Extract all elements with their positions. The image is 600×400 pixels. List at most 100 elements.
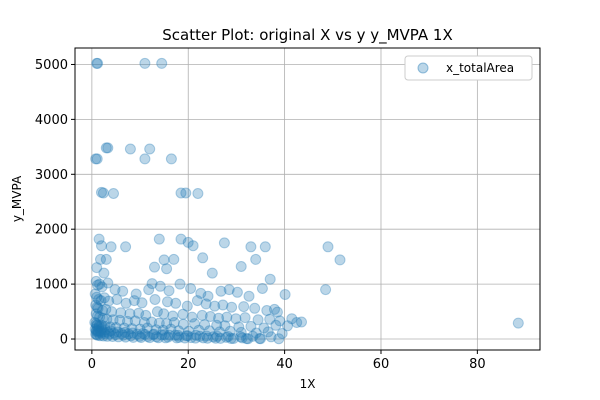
scatter-point xyxy=(269,303,280,315)
scatter-point xyxy=(90,325,102,337)
scatter-point xyxy=(286,313,298,325)
legend-label: x_totalArea xyxy=(446,61,514,75)
scatter-point xyxy=(215,285,227,297)
scatter-point xyxy=(112,326,124,338)
scatter-point xyxy=(168,317,180,328)
scatter-point xyxy=(214,326,226,338)
scatter-point xyxy=(195,287,207,299)
scatter-point xyxy=(92,57,104,69)
scatter-point xyxy=(92,279,104,291)
scatter-point xyxy=(117,329,129,341)
scatter-point xyxy=(100,253,112,265)
scatter-point xyxy=(182,330,194,342)
scatter-point xyxy=(217,299,229,311)
scatter-point xyxy=(92,302,104,314)
scatter-point xyxy=(129,315,141,327)
scatter-point xyxy=(103,295,115,307)
scatter-point xyxy=(91,262,103,274)
scatter-point xyxy=(209,300,221,312)
scatter-point xyxy=(139,57,151,69)
scatter-point xyxy=(89,288,101,300)
scatter-point xyxy=(182,236,194,248)
scatter-point xyxy=(156,329,168,341)
scatter-point xyxy=(98,328,110,339)
scatter-point xyxy=(200,298,212,310)
scatter-point xyxy=(139,153,151,165)
scatter-point xyxy=(167,310,179,322)
scatter-point xyxy=(144,332,156,344)
scatter-point xyxy=(90,275,102,287)
scatter-point xyxy=(93,320,105,332)
chart-title: Scatter Plot: original X vs y y_MVPA 1X xyxy=(162,26,452,45)
scatter-point xyxy=(173,331,185,343)
scatter-point xyxy=(194,330,206,342)
scatter-point xyxy=(160,332,172,344)
scatter-point xyxy=(173,325,185,337)
scatter-point xyxy=(98,326,110,338)
scatter-point xyxy=(101,313,113,325)
scatter-point xyxy=(270,319,282,331)
scatter-point xyxy=(183,325,195,337)
y-axis-label: y_MVPA xyxy=(10,175,24,222)
scatter-point xyxy=(144,143,156,155)
scatter-point xyxy=(334,254,346,266)
scatter-point xyxy=(94,311,106,323)
scatter-point xyxy=(211,319,223,331)
scatter-point xyxy=(274,315,286,327)
scatter-point xyxy=(154,280,166,292)
scatter-point xyxy=(185,332,197,344)
scatter-point xyxy=(120,297,132,309)
scatter-point xyxy=(148,328,160,340)
scatter-point xyxy=(90,153,102,165)
scatter-point xyxy=(140,309,152,321)
scatter-point xyxy=(119,326,131,338)
scatter-point xyxy=(92,326,104,338)
scatter-point xyxy=(282,320,293,332)
scatter-point xyxy=(134,330,146,342)
scatter-point xyxy=(120,331,132,343)
scatter-point xyxy=(242,333,254,345)
scatter-point xyxy=(146,316,158,328)
scatter-point xyxy=(96,240,107,252)
scatter-point xyxy=(96,186,107,198)
scatter-point xyxy=(89,323,101,335)
scatter-point xyxy=(91,291,103,303)
scatter-point xyxy=(199,319,211,331)
scatter-point xyxy=(112,331,124,343)
scatter-point xyxy=(105,325,117,337)
scatter-point xyxy=(134,323,146,335)
scatter-point xyxy=(122,315,133,327)
scatter-point xyxy=(156,57,168,69)
scatter-point xyxy=(250,327,262,339)
scatter-point xyxy=(110,329,121,341)
scatter-point xyxy=(250,253,262,265)
scatter-point xyxy=(111,294,123,305)
scatter-point xyxy=(230,313,242,325)
scatter-point xyxy=(91,324,103,336)
scatter-point xyxy=(225,333,237,344)
scatter-point xyxy=(193,324,205,336)
scatter-point xyxy=(100,142,112,154)
scatter-point xyxy=(175,187,187,199)
scatter-point xyxy=(261,305,273,316)
scatter-point xyxy=(97,305,108,316)
scatter-point xyxy=(141,322,153,334)
scatter-point xyxy=(264,313,276,325)
scatter-point xyxy=(179,332,191,344)
scatter-point xyxy=(192,188,204,199)
scatter-point xyxy=(127,327,139,339)
scatter-point xyxy=(256,283,268,294)
scatter-point xyxy=(276,328,288,339)
scatter-point xyxy=(90,328,102,340)
scatter-point xyxy=(94,330,106,342)
scatter-point xyxy=(186,311,198,323)
scatter-point xyxy=(264,273,276,285)
scatter-point xyxy=(252,314,264,326)
scatter-point xyxy=(108,327,120,339)
scatter-point xyxy=(135,332,147,343)
scatter-point xyxy=(96,323,107,335)
scatter-point xyxy=(102,142,114,154)
scatter-point xyxy=(190,329,202,341)
scatter-point xyxy=(99,320,111,332)
